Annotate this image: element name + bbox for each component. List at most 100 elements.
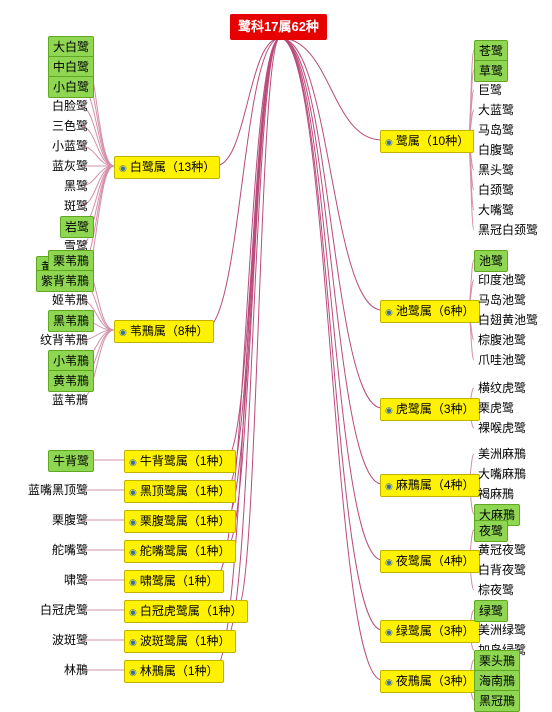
leaf-node: 啸鹭 <box>60 570 92 590</box>
genus-g16: ◉夜鳽属（3种） <box>380 670 480 693</box>
expand-dot: ◉ <box>385 137 393 147</box>
genus-g1: ◉苇鳽属（8种） <box>114 320 214 343</box>
leaf-node: 栗苇鳽 <box>48 250 94 272</box>
genus-label: 牛背鹭属（1种） <box>140 454 231 468</box>
genus-g13: ◉麻鳽属（4种） <box>380 474 480 497</box>
root-node: 鹭科17属62种 <box>230 14 327 40</box>
expand-dot: ◉ <box>385 557 393 567</box>
genus-label: 白鹭属（13种） <box>130 160 215 174</box>
genus-g11: ◉池鹭属（6种） <box>380 300 480 323</box>
leaf-node: 裸喉虎鹭 <box>474 418 530 438</box>
leaf-node: 黑苇鳽 <box>48 310 94 332</box>
leaf-node: 褐麻鳽 <box>474 484 518 504</box>
genus-g6: ◉啸鹭属（1种） <box>124 570 224 593</box>
leaf-node: 小白鹭 <box>48 76 94 98</box>
genus-label: 波斑鹭属（1种） <box>140 634 231 648</box>
genus-g9: ◉林鳽属（1种） <box>124 660 224 683</box>
leaf-node: 苍鹭 <box>474 40 508 62</box>
genus-g15: ◉绿鹭属（3种） <box>380 620 480 643</box>
genus-label: 虎鹭属（3种） <box>396 402 475 416</box>
leaf-node: 舵嘴鹭 <box>48 540 92 560</box>
expand-dot: ◉ <box>129 487 137 497</box>
expand-dot: ◉ <box>385 627 393 637</box>
genus-g14: ◉夜鹭属（4种） <box>380 550 480 573</box>
leaf-node: 大嘴麻鳽 <box>474 464 530 484</box>
expand-dot: ◉ <box>129 547 137 557</box>
leaf-node: 黄冠夜鹭 <box>474 540 530 560</box>
expand-dot: ◉ <box>129 577 137 587</box>
genus-g5: ◉舵嘴鹭属（1种） <box>124 540 236 563</box>
expand-dot: ◉ <box>129 517 137 527</box>
genus-g12: ◉虎鹭属（3种） <box>380 398 480 421</box>
genus-label: 白冠虎鹭属（1种） <box>140 604 243 618</box>
genus-g7: ◉白冠虎鹭属（1种） <box>124 600 248 623</box>
leaf-node: 黑冠白颈鹭 <box>474 220 542 240</box>
leaf-node: 印度池鹭 <box>474 270 530 290</box>
genus-label: 池鹭属（6种） <box>396 304 475 318</box>
genus-label: 黑顶鹭属（1种） <box>140 484 231 498</box>
expand-dot: ◉ <box>129 637 137 647</box>
leaf-node: 马岛池鹭 <box>474 290 530 310</box>
leaf-node: 紫背苇鳽 <box>36 270 94 292</box>
expand-dot: ◉ <box>119 327 127 337</box>
leaf-node: 林鳽 <box>60 660 92 680</box>
leaf-node: 白冠虎鹭 <box>36 600 92 620</box>
leaf-node: 蓝灰鹭 <box>48 156 92 176</box>
expand-dot: ◉ <box>385 307 393 317</box>
genus-label: 林鳽属（1种） <box>140 664 219 678</box>
genus-label: 鹭属（10种） <box>396 134 469 148</box>
genus-label: 夜鹭属（4种） <box>396 554 475 568</box>
leaf-node: 美洲麻鳽 <box>474 444 530 464</box>
expand-dot: ◉ <box>129 667 137 677</box>
leaf-node: 美洲绿鹭 <box>474 620 530 640</box>
expand-dot: ◉ <box>385 405 393 415</box>
leaf-node: 栗头鳽 <box>474 650 520 672</box>
expand-dot: ◉ <box>385 481 393 491</box>
leaf-node: 黑鹭 <box>60 176 92 196</box>
leaf-node: 蓝苇鳽 <box>48 390 92 410</box>
leaf-node: 牛背鹭 <box>48 450 94 472</box>
leaf-node: 草鹭 <box>474 60 508 82</box>
leaf-node: 纹背苇鳽 <box>36 330 92 350</box>
genus-g0: ◉白鹭属（13种） <box>114 156 220 179</box>
leaf-node: 爪哇池鹭 <box>474 350 530 370</box>
leaf-node: 姬苇鳽 <box>48 290 92 310</box>
leaf-node: 棕腹池鹭 <box>474 330 530 350</box>
leaf-node: 巨鹭 <box>474 80 506 100</box>
leaf-node: 白背夜鹭 <box>474 560 530 580</box>
leaf-node: 棕夜鹭 <box>474 580 518 600</box>
leaf-node: 白脸鹭 <box>48 96 92 116</box>
genus-label: 啸鹭属（1种） <box>140 574 219 588</box>
leaf-node: 栗虎鹭 <box>474 398 518 418</box>
leaf-node: 黑头鹭 <box>474 160 518 180</box>
expand-dot: ◉ <box>129 607 137 617</box>
genus-g10: ◉鹭属（10种） <box>380 130 474 153</box>
leaf-node: 大白鹭 <box>48 36 94 58</box>
genus-label: 绿鹭属（3种） <box>396 624 475 638</box>
leaf-node: 栗腹鹭 <box>48 510 92 530</box>
leaf-node: 白翅黄池鹭 <box>474 310 542 330</box>
leaf-node: 马岛鹭 <box>474 120 518 140</box>
genus-label: 麻鳽属（4种） <box>396 478 475 492</box>
leaf-node: 池鹭 <box>474 250 508 272</box>
genus-g8: ◉波斑鹭属（1种） <box>124 630 236 653</box>
genus-g4: ◉栗腹鹭属（1种） <box>124 510 236 533</box>
leaf-node: 大蓝鹭 <box>474 100 518 120</box>
expand-dot: ◉ <box>129 457 137 467</box>
leaf-node: 小苇鳽 <box>48 350 94 372</box>
leaf-node: 斑鹭 <box>60 196 92 216</box>
leaf-node: 海南鳽 <box>474 670 520 692</box>
leaf-node: 白颈鹭 <box>474 180 518 200</box>
genus-label: 栗腹鹭属（1种） <box>140 514 231 528</box>
leaf-node: 中白鹭 <box>48 56 94 78</box>
expand-dot: ◉ <box>385 677 393 687</box>
leaf-node: 波斑鹭 <box>48 630 92 650</box>
leaf-node: 三色鹭 <box>48 116 92 136</box>
genus-label: 苇鳽属（8种） <box>130 324 209 338</box>
leaf-node: 白腹鹭 <box>474 140 518 160</box>
mindmap-canvas: 鹭科17属62种◉白鹭属（13种）大白鹭中白鹭小白鹭白脸鹭三色鹭小蓝鹭蓝灰鹭黑鹭… <box>10 10 542 702</box>
leaf-node: 夜鹭 <box>474 520 508 542</box>
leaf-node: 黄苇鳽 <box>48 370 94 392</box>
leaf-node: 蓝嘴黑顶鹭 <box>24 480 92 500</box>
leaf-node: 横纹虎鹭 <box>474 378 530 398</box>
